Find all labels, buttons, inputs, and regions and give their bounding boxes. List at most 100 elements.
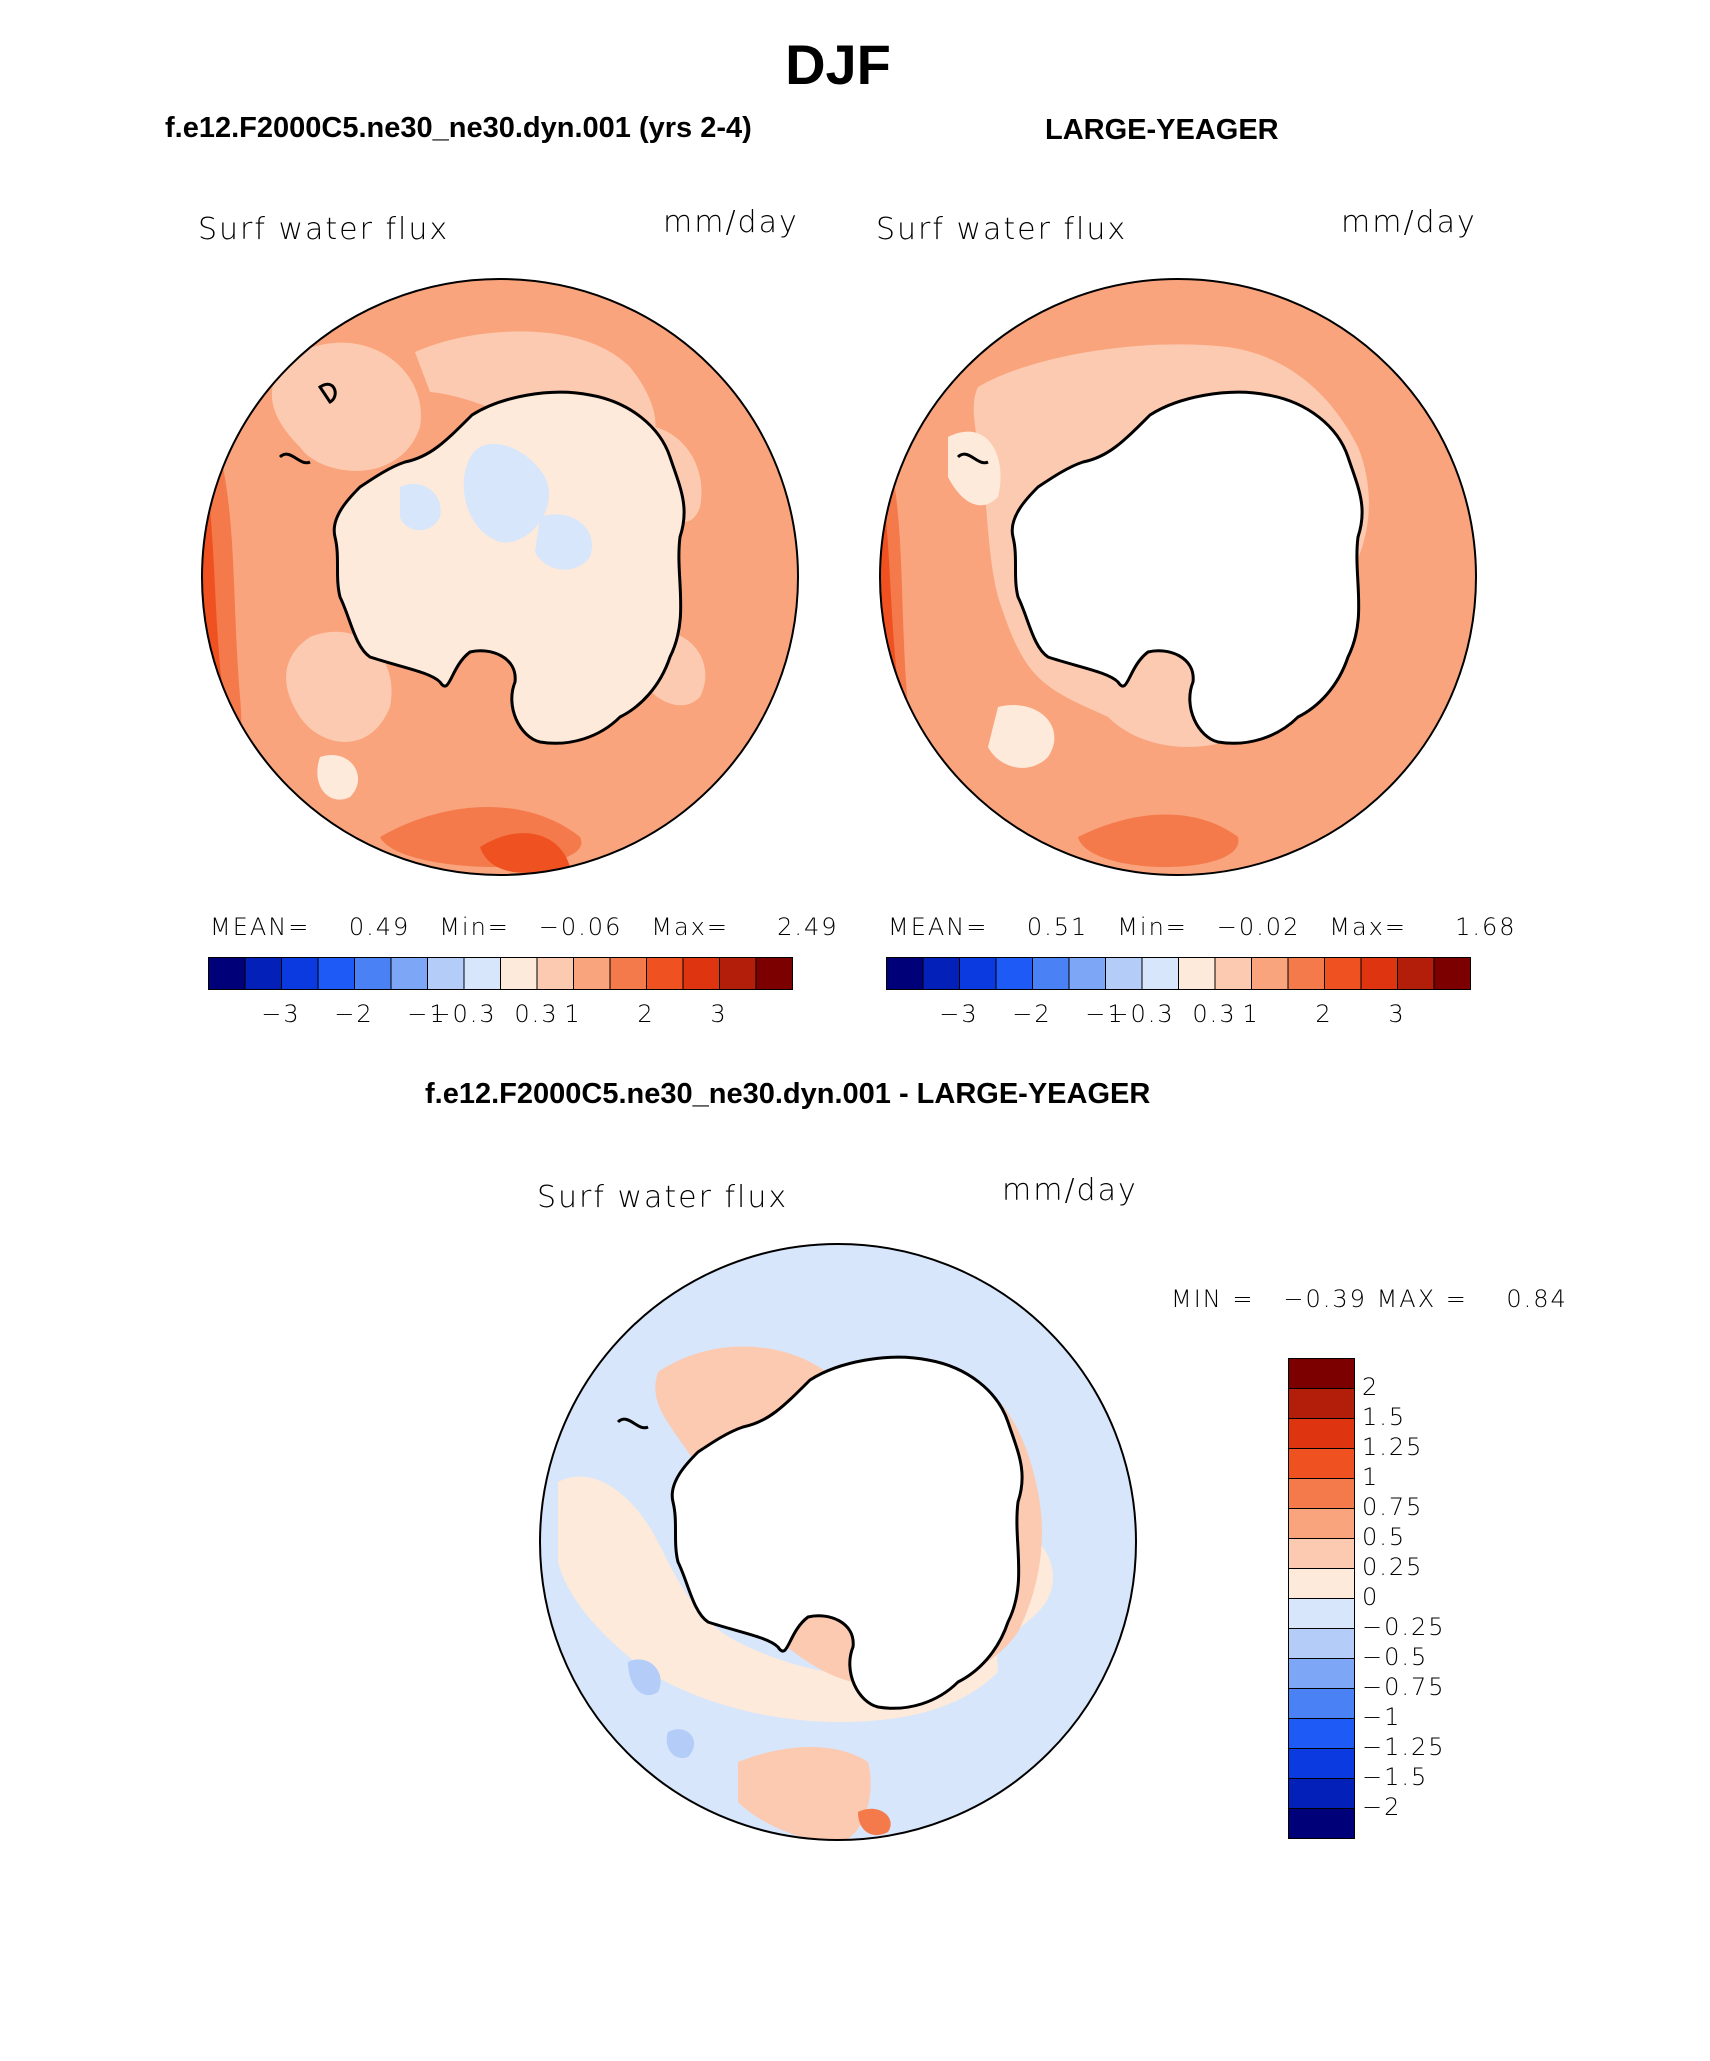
colorbar-level-label: 0.25 bbox=[1362, 1553, 1424, 1581]
antarctica-coastline bbox=[670, 1355, 1024, 1710]
colorbar-swatch bbox=[208, 957, 246, 990]
colorbar-tick-label: 3 bbox=[1388, 1000, 1406, 1028]
main-title: DJF bbox=[785, 33, 891, 96]
diff-polar-map bbox=[539, 1243, 1137, 1841]
diff-variable-label: Surf water flux bbox=[537, 1180, 789, 1215]
colorbar-level-label: −0.75 bbox=[1362, 1673, 1446, 1701]
colorbar-swatch bbox=[1288, 1568, 1355, 1599]
peninsula-coastline bbox=[317, 382, 337, 404]
low-flux-region-2 bbox=[286, 631, 392, 742]
colorbar-swatch bbox=[1105, 957, 1143, 990]
max-label: Max= bbox=[1329, 913, 1407, 941]
panel2-variable-label: Surf water flux bbox=[876, 212, 1128, 247]
max-label: Max= bbox=[651, 913, 729, 941]
colorbar-swatch bbox=[1288, 1448, 1355, 1479]
colorbar-swatch bbox=[995, 957, 1033, 990]
colorbar-swatch bbox=[500, 957, 538, 990]
colorbar-tick-label: 0.3 bbox=[514, 1000, 559, 1028]
colorbar-swatch bbox=[1068, 957, 1106, 990]
positive-region-4 bbox=[858, 1808, 891, 1836]
colorbar-swatch bbox=[1324, 957, 1362, 990]
colorbar-swatch bbox=[719, 957, 757, 990]
colorbar-swatch bbox=[281, 957, 319, 990]
low-flux-region-2 bbox=[988, 705, 1055, 768]
min-value: −0.06 bbox=[538, 913, 623, 941]
colorbar-tick-label: 1 bbox=[564, 1000, 582, 1028]
colorbar-tick-label: 2 bbox=[1315, 1000, 1333, 1028]
negative-flux-patch-2 bbox=[400, 483, 441, 531]
colorbar-swatch bbox=[573, 957, 611, 990]
negative-flux-patch-1 bbox=[463, 443, 549, 543]
min-label: Min= bbox=[439, 913, 510, 941]
colorbar-swatch bbox=[1288, 1718, 1355, 1749]
antarctica-coastline bbox=[332, 390, 686, 745]
colorbar-swatch bbox=[1288, 1508, 1355, 1539]
colorbar-swatch bbox=[390, 957, 428, 990]
colorbar-swatch bbox=[1433, 957, 1471, 990]
colorbar-level-label: 2 bbox=[1362, 1373, 1380, 1401]
colorbar-swatch bbox=[463, 957, 501, 990]
colorbar-swatch bbox=[317, 957, 355, 990]
mean-label: MEAN= bbox=[888, 913, 989, 941]
colorbar-swatch bbox=[244, 957, 282, 990]
colorbar-swatch bbox=[1288, 1658, 1355, 1689]
colorbar-swatch bbox=[1288, 1688, 1355, 1719]
colorbar-level-label: 1.25 bbox=[1362, 1433, 1424, 1461]
panel2-units-label: mm/day bbox=[1341, 205, 1477, 240]
negative-region-3 bbox=[666, 1729, 695, 1758]
colorbar-swatch bbox=[1288, 1778, 1355, 1809]
antarctica-coastline bbox=[1010, 390, 1364, 745]
colorbar-tick-label: −0.3 bbox=[430, 1000, 497, 1028]
diff-colorbar-labels: 2 1.5 1.25 1 0.75 0.5 0.25 0 −0.25 −0.5 −0.75 −1 −1.… bbox=[1362, 1358, 1512, 1840]
colorbar-tick-label: 2 bbox=[637, 1000, 655, 1028]
mean-label: MEAN= bbox=[210, 913, 311, 941]
colorbar-swatch bbox=[1214, 957, 1252, 990]
diff-colorbar bbox=[1288, 1358, 1355, 1839]
colorbar-swatch bbox=[922, 957, 960, 990]
panel2-colorbar-ticks: −3 −2 −1 −0.3 0.3 1 2 3 bbox=[886, 1000, 1471, 1030]
diff-panel-title: f.e12.F2000C5.ne30_ne30.dyn.001 - LARGE-… bbox=[425, 1078, 1151, 1110]
colorbar-swatch bbox=[1178, 957, 1216, 990]
panel1-title: f.e12.F2000C5.ne30_ne30.dyn.001 (yrs 2-4… bbox=[165, 112, 752, 144]
negative-region-1 bbox=[588, 1251, 650, 1313]
colorbar-swatch bbox=[1397, 957, 1435, 990]
min-value: −0.39 bbox=[1283, 1285, 1367, 1313]
colorbar-swatch bbox=[755, 957, 793, 990]
max-value: 0.84 bbox=[1506, 1285, 1568, 1313]
mean-value: 0.49 bbox=[348, 913, 411, 941]
colorbar-swatch bbox=[1287, 957, 1325, 990]
colorbar-tick-label: 0.3 bbox=[1192, 1000, 1237, 1028]
panel1-stats: MEAN= 0.49 Min= −0.06 Max= 2.49 bbox=[210, 913, 839, 941]
colorbar-swatch bbox=[354, 957, 392, 990]
colorbar-swatch bbox=[1288, 1538, 1355, 1569]
colorbar-swatch bbox=[646, 957, 684, 990]
negative-flux-patch-3 bbox=[535, 514, 592, 570]
colorbar-swatch bbox=[1288, 1808, 1355, 1839]
panel2-polar-map bbox=[879, 278, 1477, 876]
colorbar-level-label: −2 bbox=[1362, 1793, 1402, 1821]
max-value: 2.49 bbox=[777, 913, 839, 941]
colorbar-swatch bbox=[427, 957, 465, 990]
max-value: 1.68 bbox=[1455, 913, 1517, 941]
panel1-polar-map bbox=[201, 278, 799, 876]
colorbar-tick-label: −2 bbox=[334, 1000, 374, 1028]
high-flux-region-south bbox=[1078, 814, 1239, 867]
map-boundary bbox=[539, 1243, 1137, 1841]
colorbar-swatch bbox=[1288, 1598, 1355, 1629]
colorbar-swatch bbox=[1032, 957, 1070, 990]
colorbar-swatch bbox=[1288, 1418, 1355, 1449]
colorbar-level-label: −1 bbox=[1362, 1703, 1402, 1731]
colorbar-tick-label: −2 bbox=[1012, 1000, 1052, 1028]
panel1-colorbar-ticks: −3 −2 −1 −0.3 0.3 1 2 3 bbox=[208, 1000, 793, 1030]
colorbar-level-label: 0.75 bbox=[1362, 1493, 1424, 1521]
colorbar-level-label: −0.5 bbox=[1362, 1643, 1429, 1671]
colorbar-tick-label: −3 bbox=[939, 1000, 979, 1028]
colorbar-swatch bbox=[1288, 1358, 1355, 1389]
panel1-units-label: mm/day bbox=[663, 205, 799, 240]
panel2-colorbar bbox=[886, 957, 1471, 990]
diff-stats: MIN = −0.39 MAX = 0.84 bbox=[1171, 1285, 1568, 1313]
colorbar-tick-label: 3 bbox=[710, 1000, 728, 1028]
panel2-stats: MEAN= 0.51 Min= −0.02 Max= 1.68 bbox=[888, 913, 1517, 941]
colorbar-swatch bbox=[886, 957, 924, 990]
colorbar-swatch bbox=[1288, 1478, 1355, 1509]
